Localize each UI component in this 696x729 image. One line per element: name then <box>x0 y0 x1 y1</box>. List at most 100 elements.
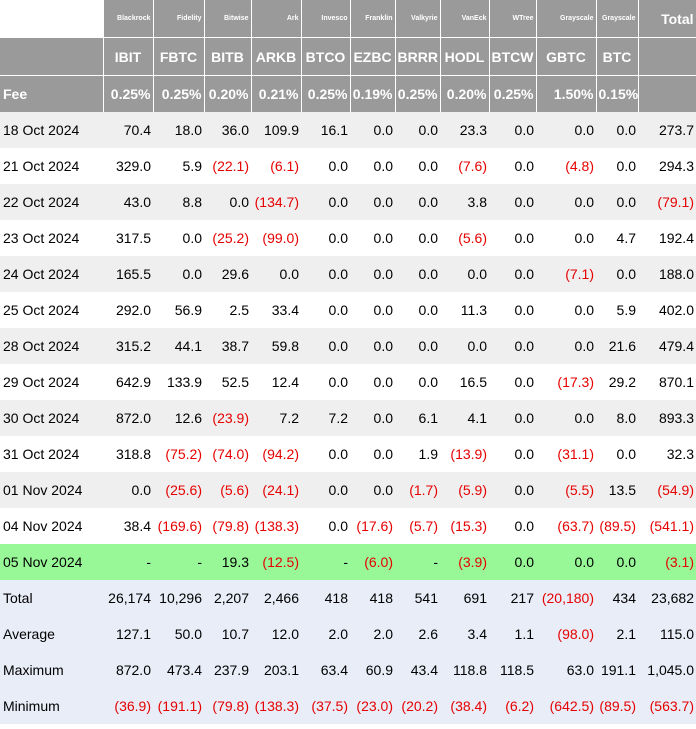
flow-cell: 0.0 <box>536 220 596 256</box>
summary-label: Minimum <box>0 688 103 724</box>
flow-cell: 0.0 <box>596 184 638 220</box>
flow-cell: (7.6) <box>440 148 489 184</box>
summary-cell: 118.8 <box>440 652 489 688</box>
ticker-header: EZBC <box>350 37 396 76</box>
summary-cell: (37.5) <box>301 688 350 724</box>
flow-cell: 0.0 <box>301 364 350 400</box>
flow-cell: 0.0 <box>395 184 440 220</box>
summary-cell: 1.1 <box>489 616 536 652</box>
summary-cell: (20,180) <box>536 580 596 616</box>
flow-cell: 7.2 <box>251 400 301 436</box>
flow-cell: 0.0 <box>350 364 395 400</box>
flow-cell: 0.0 <box>204 184 251 220</box>
summary-cell: (642.5) <box>536 688 596 724</box>
summary-cell: 2.0 <box>350 616 395 652</box>
flow-cell: 2.5 <box>204 292 251 328</box>
flow-cell: 44.1 <box>153 328 204 364</box>
flow-cell: 0.0 <box>489 184 536 220</box>
flow-cell: (6.1) <box>251 148 301 184</box>
issuer-header: Grayscale <box>596 0 639 38</box>
summary-cell: 63.4 <box>301 652 350 688</box>
flow-cell: 0.0 <box>350 436 395 472</box>
summary-cell: 691 <box>440 580 489 616</box>
ticker-header: HODL <box>440 37 490 76</box>
flow-cell: 12.4 <box>251 364 301 400</box>
flow-cell: 38.7 <box>204 328 251 364</box>
flow-cell: 13.5 <box>596 472 638 508</box>
summary-total: 1,045.0 <box>638 652 696 688</box>
row-total: (3.1) <box>638 544 696 580</box>
fee-value: 0.25% <box>489 75 537 112</box>
flow-cell: 0.0 <box>395 364 440 400</box>
issuer-header: Franklin <box>350 0 396 38</box>
summary-cell: 10,296 <box>153 580 204 616</box>
flow-cell: 0.0 <box>489 472 536 508</box>
summary-cell: 434 <box>596 580 638 616</box>
flow-cell: (31.1) <box>536 436 596 472</box>
flow-cell: 21.6 <box>596 328 638 364</box>
fee-value: 0.15% <box>596 75 639 112</box>
issuer-header: WTree <box>489 0 537 38</box>
flow-cell: (4.8) <box>536 148 596 184</box>
row-date: 23 Oct 2024 <box>0 220 103 256</box>
table-row: 24 Oct 2024 165.5 0.0 29.6 0.0 0.0 0.0 0.0 0.0 0.… <box>0 256 696 292</box>
flow-cell: 0.0 <box>536 400 596 436</box>
flow-cell: 0.0 <box>489 364 536 400</box>
summary-cell: (98.0) <box>536 616 596 652</box>
summary-cell: 2,207 <box>204 580 251 616</box>
flow-cell: 0.0 <box>153 256 204 292</box>
flow-cell: 0.0 <box>596 256 638 292</box>
flow-cell: 0.0 <box>395 220 440 256</box>
flow-cell: - <box>395 544 440 580</box>
fee-value: 0.25% <box>301 75 351 112</box>
flow-cell: 133.9 <box>153 364 204 400</box>
flow-cell: 0.0 <box>350 328 395 364</box>
flow-cell: 872.0 <box>103 400 153 436</box>
summary-cell: (23.0) <box>350 688 395 724</box>
flow-cell: 0.0 <box>395 112 440 148</box>
flow-cell: 4.1 <box>440 400 489 436</box>
table-row: 30 Oct 2024 872.0 12.6 (23.9) 7.2 7.2 0.0 6.1 4.… <box>0 400 696 436</box>
summary-cell: 12.0 <box>251 616 301 652</box>
flow-cell: 52.5 <box>204 364 251 400</box>
row-total: 294.3 <box>638 148 696 184</box>
issuer-header: VanEck <box>440 0 490 38</box>
summary-cell: 2,466 <box>251 580 301 616</box>
row-date: 25 Oct 2024 <box>0 292 103 328</box>
row-date: 31 Oct 2024 <box>0 436 103 472</box>
summary-cell: 3.4 <box>440 616 489 652</box>
flow-cell: (24.1) <box>251 472 301 508</box>
flow-cell: 0.0 <box>350 112 395 148</box>
ticker-header: IBIT <box>103 37 154 76</box>
flow-cell: (169.6) <box>153 508 204 544</box>
row-total: (541.1) <box>638 508 696 544</box>
flow-cell: 318.8 <box>103 436 153 472</box>
flow-cell: 4.7 <box>596 220 638 256</box>
flow-cell: - <box>153 544 204 580</box>
flow-cell: 12.6 <box>153 400 204 436</box>
flow-cell: 0.0 <box>350 148 395 184</box>
summary-label: Maximum <box>0 652 103 688</box>
issuer-header: Grayscale <box>536 0 597 38</box>
row-date: 04 Nov 2024 <box>0 508 103 544</box>
flow-cell: 0.0 <box>489 256 536 292</box>
flow-cell: (15.3) <box>440 508 489 544</box>
summary-cell: 2.1 <box>596 616 638 652</box>
flow-cell: 1.9 <box>395 436 440 472</box>
flow-cell: (63.7) <box>536 508 596 544</box>
flow-cell: 0.0 <box>350 472 395 508</box>
summary-row: Total 26,174 10,296 2,207 2,466 418 418 541 691 2… <box>0 580 696 616</box>
row-total: 893.3 <box>638 400 696 436</box>
flow-cell: 0.0 <box>395 328 440 364</box>
ticker-header: BITB <box>204 37 252 76</box>
summary-cell: 118.5 <box>489 652 536 688</box>
summary-cell: 43.4 <box>395 652 440 688</box>
flow-cell: 33.4 <box>251 292 301 328</box>
summary-cell: 418 <box>350 580 395 616</box>
fee-row: Fee 0.25% 0.25% 0.20% 0.21% 0.25% 0.19% 0.25% 0.… <box>0 75 696 112</box>
ticker-corner-cell <box>0 37 104 76</box>
flow-cell: 19.3 <box>204 544 251 580</box>
flow-cell: (17.6) <box>350 508 395 544</box>
table-row: 28 Oct 2024 315.2 44.1 38.7 59.8 0.0 0.0 0.0 0.0… <box>0 328 696 364</box>
